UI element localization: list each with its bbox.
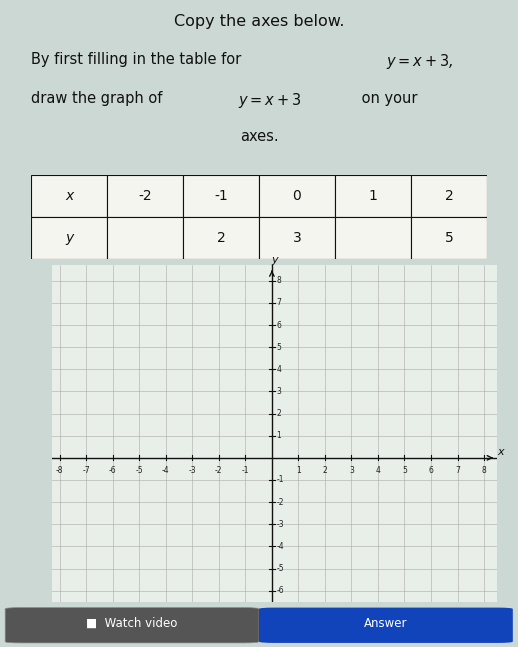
Bar	[183, 217, 259, 259]
Text: 1: 1	[368, 189, 378, 203]
FancyBboxPatch shape	[259, 608, 513, 643]
Text: -4: -4	[277, 542, 284, 551]
Text: Copy the axes below.: Copy the axes below.	[174, 14, 344, 29]
Text: 3: 3	[349, 466, 354, 475]
Text: -5: -5	[277, 564, 284, 573]
Text: 2: 2	[277, 409, 281, 418]
Text: -6: -6	[277, 586, 284, 595]
Bar	[259, 175, 335, 217]
Text: -3: -3	[189, 466, 196, 475]
Text: -5: -5	[136, 466, 143, 475]
Text: 3: 3	[293, 231, 301, 245]
Bar	[183, 175, 259, 217]
Text: draw the graph of: draw the graph of	[31, 91, 167, 106]
Text: -1: -1	[277, 476, 284, 485]
Text: 0: 0	[293, 189, 301, 203]
Text: $y = x+3$,: $y = x+3$,	[386, 52, 454, 71]
Text: 6: 6	[428, 466, 434, 475]
Text: -4: -4	[162, 466, 169, 475]
Text: $y$: $y$	[271, 255, 280, 267]
Bar	[335, 217, 411, 259]
Text: Answer: Answer	[364, 617, 408, 630]
Text: 1: 1	[296, 466, 301, 475]
Text: 5: 5	[277, 343, 282, 352]
Text: 1: 1	[277, 431, 281, 440]
Text: 4: 4	[376, 466, 380, 475]
Bar	[259, 217, 335, 259]
FancyBboxPatch shape	[5, 608, 259, 643]
Bar	[335, 175, 411, 217]
Text: ■  Watch video: ■ Watch video	[87, 617, 178, 630]
Text: $y = x+3$: $y = x+3$	[238, 91, 302, 110]
Text: -8: -8	[56, 466, 64, 475]
Text: -1: -1	[214, 189, 228, 203]
Bar	[107, 217, 183, 259]
Text: x: x	[65, 189, 73, 203]
Bar	[31, 217, 107, 259]
Text: 3: 3	[277, 387, 282, 396]
Text: -1: -1	[241, 466, 249, 475]
Bar	[31, 175, 107, 217]
Text: 6: 6	[277, 320, 282, 329]
Text: 2: 2	[217, 231, 225, 245]
Text: on your: on your	[357, 91, 418, 106]
Text: $x$: $x$	[497, 447, 506, 457]
Text: 7: 7	[277, 298, 282, 307]
Text: -2: -2	[138, 189, 152, 203]
Bar	[411, 217, 487, 259]
Text: -7: -7	[82, 466, 90, 475]
Text: By first filling in the table for: By first filling in the table for	[31, 52, 246, 67]
Text: -2: -2	[215, 466, 223, 475]
Text: 8: 8	[277, 276, 281, 285]
Text: 7: 7	[455, 466, 460, 475]
Text: -6: -6	[109, 466, 117, 475]
Text: 2: 2	[323, 466, 327, 475]
Text: -2: -2	[277, 498, 284, 507]
Text: 5: 5	[402, 466, 407, 475]
Bar	[411, 175, 487, 217]
Text: 4: 4	[277, 365, 282, 374]
Bar	[107, 175, 183, 217]
Text: 8: 8	[482, 466, 486, 475]
Text: y: y	[65, 231, 73, 245]
Text: axes.: axes.	[240, 129, 278, 144]
Text: 2: 2	[444, 189, 453, 203]
Text: 5: 5	[444, 231, 453, 245]
Text: -3: -3	[277, 520, 284, 529]
